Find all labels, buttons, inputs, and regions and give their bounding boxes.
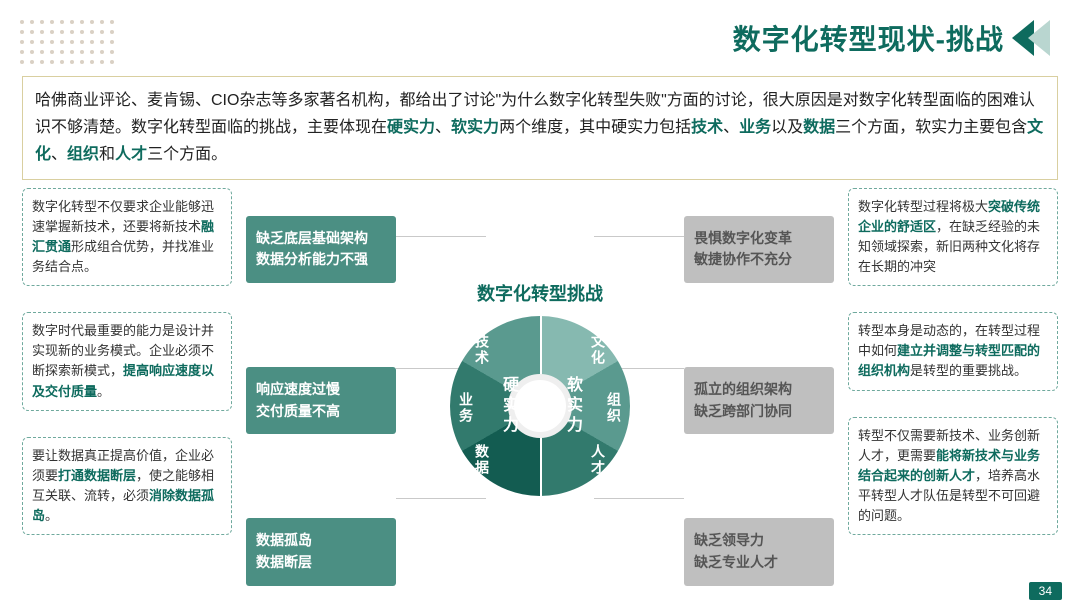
page-number: 34 bbox=[1029, 582, 1062, 600]
detail-culture: 数字化转型过程将极大突破传统企业的舒适区，在缺乏经验的未知领域探索，新旧两种文化… bbox=[848, 188, 1058, 287]
seg-org: 组织 bbox=[604, 392, 624, 424]
challenge-data: 数据孤岛 数据断层 bbox=[246, 518, 396, 585]
diagram-area: 数字化转型不仅要求企业能够迅速掌握新技术，还要将新技术融汇贯通形成组合优势，并找… bbox=[22, 188, 1058, 588]
connector-line bbox=[396, 236, 486, 237]
challenge-tech: 缺乏底层基础架构 数据分析能力不强 bbox=[246, 216, 396, 283]
donut-hard-label: 硬实力 bbox=[496, 376, 520, 436]
page-title: 数字化转型现状-挑战 bbox=[733, 18, 1004, 58]
donut-title: 数字化转型挑战 bbox=[450, 280, 630, 306]
seg-data: 数据 bbox=[472, 444, 492, 476]
right-mid-column: 畏惧数字化变革 敏捷协作不充分 孤立的组织架构 缺乏跨部门协同 缺乏领导力 缺乏… bbox=[684, 188, 834, 586]
seg-culture: 文化 bbox=[588, 334, 608, 366]
seg-talent: 人才 bbox=[588, 444, 608, 476]
detail-talent: 转型不仅需要新技术、业务创新人才，更需要能将新技术与业务结合起来的创新人才，培养… bbox=[848, 417, 1058, 536]
detail-org: 转型本身是动态的，在转型过程中如何建立并调整与转型匹配的组织机构是转型的重要挑战… bbox=[848, 312, 1058, 390]
connector-line bbox=[594, 236, 684, 237]
detail-tech: 数字化转型不仅要求企业能够迅速掌握新技术，还要将新技术融汇贯通形成组合优势，并找… bbox=[22, 188, 232, 287]
left-outer-column: 数字化转型不仅要求企业能够迅速掌握新技术，还要将新技术融汇贯通形成组合优势，并找… bbox=[22, 188, 232, 536]
center-donut-wrap: 数字化转型挑战 硬实力 软实力 技术 业务 数据 文化 组织 人才 bbox=[450, 280, 630, 496]
challenge-culture: 畏惧数字化变革 敏捷协作不充分 bbox=[684, 216, 834, 283]
donut-soft-label: 软实力 bbox=[560, 376, 584, 436]
decorative-dots bbox=[20, 20, 114, 64]
seg-business: 业务 bbox=[456, 392, 476, 424]
left-mid-column: 缺乏底层基础架构 数据分析能力不强 响应速度过慢 交付质量不高 数据孤岛 数据断… bbox=[246, 188, 396, 586]
detail-business: 数字时代最重要的能力是设计并实现新的业务模式。企业必须不断探索新模式，提高响应速… bbox=[22, 312, 232, 411]
header: 数字化转型现状-挑战 bbox=[0, 0, 1080, 70]
intro-paragraph: 哈佛商业评论、麦肯锡、CIO杂志等多家著名机构，都给出了讨论"为什么数字化转型失… bbox=[22, 76, 1058, 180]
chevron-decor bbox=[1018, 20, 1050, 56]
connector-line bbox=[396, 498, 486, 499]
donut-chart: 硬实力 软实力 技术 业务 数据 文化 组织 人才 bbox=[450, 316, 630, 496]
detail-data: 要让数据真正提高价值，企业必须要打通数据断层，使之能够相互关联、流转，必须消除数… bbox=[22, 437, 232, 536]
challenge-business: 响应速度过慢 交付质量不高 bbox=[246, 367, 396, 434]
challenge-org: 孤立的组织架构 缺乏跨部门协同 bbox=[684, 367, 834, 434]
connector-line bbox=[594, 498, 684, 499]
right-outer-column: 数字化转型过程将极大突破传统企业的舒适区，在缺乏经验的未知领域探索，新旧两种文化… bbox=[848, 188, 1058, 536]
seg-tech: 技术 bbox=[472, 334, 492, 366]
challenge-talent: 缺乏领导力 缺乏专业人才 bbox=[684, 518, 834, 585]
